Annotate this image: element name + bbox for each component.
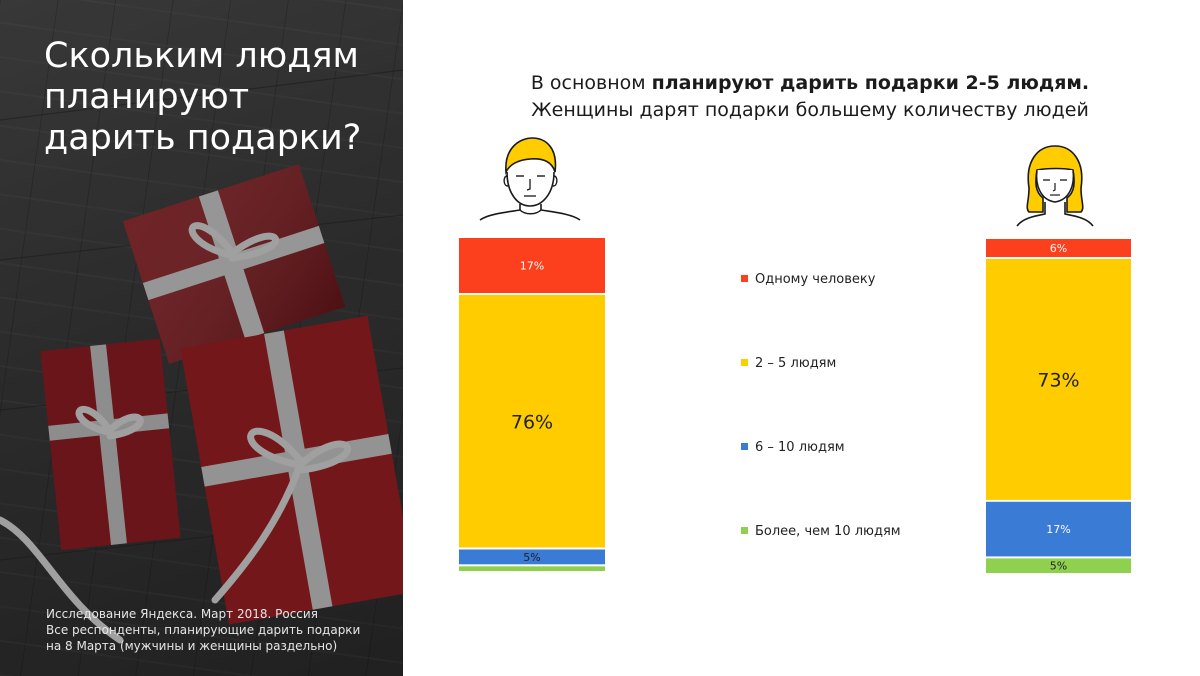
legend-swatch bbox=[741, 359, 748, 366]
bar-segment-woman-1 bbox=[986, 239, 1131, 257]
man-avatar-icon bbox=[479, 137, 581, 221]
bar-segment-woman-3 bbox=[986, 501, 1131, 557]
bar-segment-woman-2 bbox=[986, 259, 1131, 500]
headline-normal-text: В основном bbox=[530, 72, 652, 94]
source-note: Исследование Яндекса. Март 2018. Россия … bbox=[46, 606, 386, 654]
legend-label: Одному человеку bbox=[755, 272, 876, 287]
source-note-line: Все респонденты, планирующие дарить пода… bbox=[46, 623, 361, 637]
data-label-woman-1: 6% bbox=[1050, 242, 1067, 255]
legend-item: Более, чем 10 людям bbox=[741, 524, 901, 539]
legend-item: 6 – 10 людям bbox=[741, 440, 845, 455]
woman-avatar-icon bbox=[1016, 145, 1094, 227]
data-label-woman-2: 73% bbox=[1037, 369, 1079, 391]
bar-segment-man-3 bbox=[459, 549, 605, 565]
data-label-man-3: 5% bbox=[523, 551, 540, 564]
legend-item: Одному человеку bbox=[741, 272, 875, 287]
chart-headline: В основном планируют дарить подарки 2-5 … bbox=[420, 70, 1200, 124]
headline-bold-text: планируют дарить подарки 2-5 людям. bbox=[651, 72, 1090, 94]
headline-line-1: В основном планируют дарить подарки 2-5 … bbox=[420, 70, 1200, 97]
bar-segment-man-1 bbox=[459, 238, 605, 293]
legend-label: 6 – 10 людям bbox=[755, 440, 845, 455]
legend-swatch bbox=[741, 527, 748, 534]
legend-item: 2 – 5 людям bbox=[741, 356, 836, 371]
hero-photo-panel: Скольким людям планируют дарить подарки?… bbox=[0, 0, 403, 676]
page-title: Скольким людям планируют дарить подарки? bbox=[44, 36, 362, 158]
legend-swatch bbox=[741, 275, 748, 282]
legend-swatch bbox=[741, 443, 748, 450]
bar-segment-man-4 bbox=[459, 566, 605, 571]
data-label-woman-3: 17% bbox=[1046, 523, 1070, 536]
legend-label: 2 – 5 людям bbox=[755, 356, 837, 371]
bar-segment-woman-4 bbox=[986, 558, 1131, 573]
source-note-line: Исследование Яндекса. Март 2018. Россия bbox=[46, 607, 318, 621]
legend-label: Более, чем 10 людям bbox=[755, 524, 901, 539]
source-note-line: на 8 Марта (мужчины и женщины раздельно) bbox=[46, 639, 338, 653]
data-label-man-2: 76% bbox=[511, 411, 553, 433]
data-label-woman-4: 5% bbox=[1050, 560, 1067, 573]
gift-boxes-image bbox=[0, 0, 403, 676]
headline-line-2: Женщины дарят подарки большему количеств… bbox=[531, 99, 1089, 121]
bar-segment-man-2 bbox=[459, 294, 605, 548]
data-label-man-1: 17% bbox=[520, 260, 544, 273]
